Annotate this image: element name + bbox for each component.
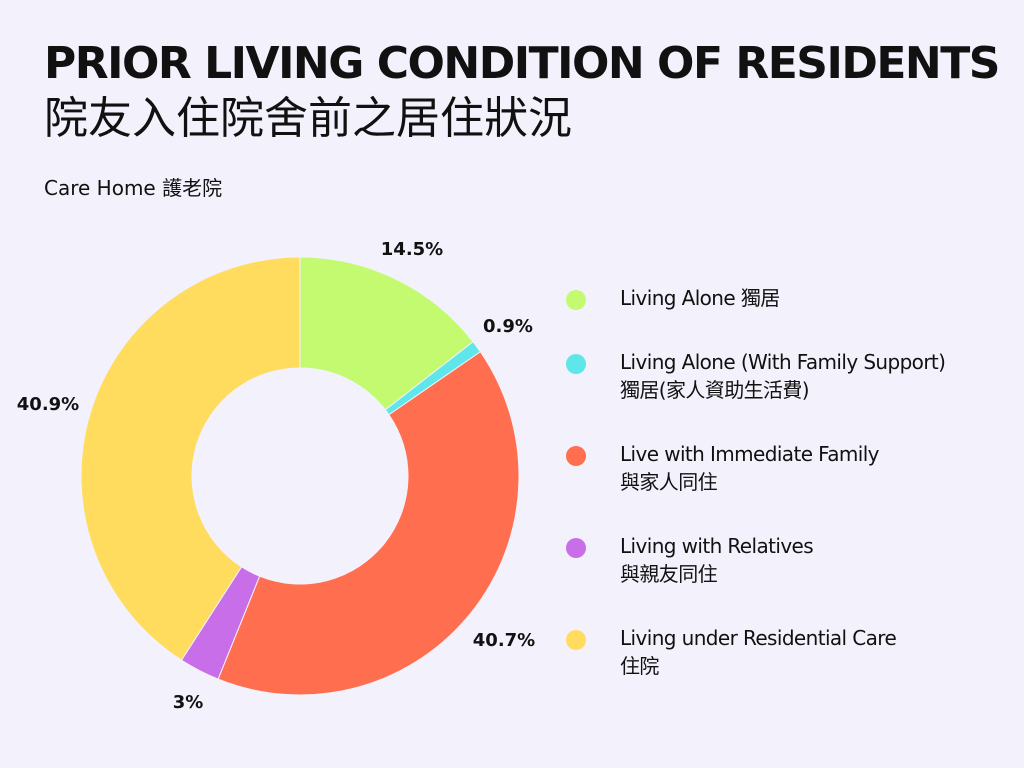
slice-value-label: 14.5% xyxy=(381,239,443,260)
legend-swatch xyxy=(566,354,586,374)
chart-title: PRIOR LIVING CONDITION OF RESIDENTS xyxy=(44,38,1000,89)
legend-label-chinese: 住院 xyxy=(620,654,659,678)
legend-swatch xyxy=(566,290,586,310)
slice-value-label: 3% xyxy=(173,692,204,713)
chart-title-chinese: 院友入住院舍前之居住狀況 xyxy=(44,93,572,144)
legend-label: Living Alone (With Family Support) 獨居(家人資… xyxy=(620,348,946,404)
legend-label-chinese: 獨居(家人資助生活費) xyxy=(620,378,810,402)
legend-label-english: Living Alone 獨居 xyxy=(620,286,780,310)
chart-subtitle: Care Home 護老院 xyxy=(44,176,223,200)
donut-slice xyxy=(299,256,474,411)
legend-swatch xyxy=(566,630,586,650)
legend-label: Live with Immediate Family 與家人同住 xyxy=(620,440,880,496)
donut-slice xyxy=(217,351,520,696)
legend-label-english: Living Alone (With Family Support) xyxy=(620,350,946,374)
slice-value-label: 0.9% xyxy=(483,316,533,337)
donut-chart: 14.5% 0.9% 40.7% 3% 40.9% xyxy=(17,239,535,713)
slice-value-label: 40.7% xyxy=(473,630,535,651)
legend-label: Living with Relatives 與親友同住 xyxy=(620,532,814,588)
legend-swatch xyxy=(566,538,586,558)
legend-swatch xyxy=(566,446,586,466)
donut-slice xyxy=(80,256,301,661)
legend-label: Living under Residential Care 住院 xyxy=(620,624,897,680)
legend-label: Living Alone 獨居 xyxy=(620,284,780,312)
legend-label-english: Living with Relatives xyxy=(620,534,814,558)
slice-value-label: 40.9% xyxy=(17,394,79,415)
legend-label-chinese: 與家人同住 xyxy=(620,470,718,494)
legend-label-chinese: 與親友同住 xyxy=(620,562,718,586)
legend-label-english: Live with Immediate Family xyxy=(620,442,880,466)
legend-label-english: Living under Residential Care xyxy=(620,626,897,650)
